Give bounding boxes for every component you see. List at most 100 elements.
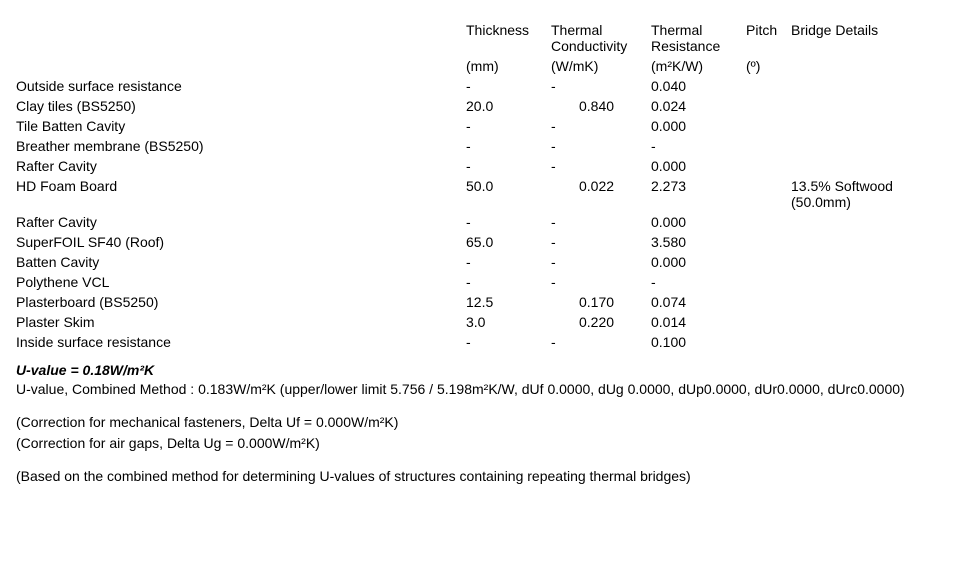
cell-conductivity: - [551,252,651,272]
cell-layer: HD Foam Board [16,176,466,212]
header-resistance: Thermal Resistance [651,20,746,56]
cell-layer: Batten Cavity [16,252,466,272]
table-row: Tile Batten Cavity--0.000 [16,116,944,136]
cell-thickness: - [466,272,551,292]
cell-conductivity: - [551,272,651,292]
cell-layer: Outside surface resistance [16,76,466,96]
cell-conductivity: - [551,212,651,232]
uvalue-result: U-value = 0.18W/m²K [16,362,944,378]
cell-resistance: 3.580 [651,232,746,252]
cell-pitch [746,272,791,292]
cell-conductivity: - [551,232,651,252]
cell-pitch [746,252,791,272]
header-conductivity-unit: (W/mK) [551,56,651,76]
cell-conductivity: 0.022 [551,176,651,212]
cell-thickness: - [466,252,551,272]
cell-pitch [746,312,791,332]
table-row: Plaster Skim3.00.2200.014 [16,312,944,332]
header-pitch: Pitch [746,20,791,56]
cell-layer: Tile Batten Cavity [16,116,466,136]
cell-thickness: 3.0 [466,312,551,332]
cell-conductivity: - [551,76,651,96]
cell-layer: SuperFOIL SF40 (Roof) [16,232,466,252]
header-layer [16,20,466,56]
cell-bridge [791,332,944,352]
cell-conductivity: 0.170 [551,292,651,312]
cell-thickness: - [466,332,551,352]
table-header-row: Thickness Thermal Conductivity Thermal R… [16,20,944,56]
cell-resistance: 0.040 [651,76,746,96]
cell-bridge [791,252,944,272]
cell-thickness: 50.0 [466,176,551,212]
cell-conductivity: - [551,116,651,136]
cell-conductivity: - [551,136,651,156]
table-row: Plasterboard (BS5250)12.50.1700.074 [16,292,944,312]
cell-bridge [791,212,944,232]
cell-conductivity: - [551,156,651,176]
cell-bridge: 13.5% Softwood (50.0mm) [791,176,944,212]
cell-bridge [791,232,944,252]
table-row: Batten Cavity--0.000 [16,252,944,272]
cell-resistance: 0.000 [651,252,746,272]
cell-layer: Plasterboard (BS5250) [16,292,466,312]
cell-pitch [746,156,791,176]
cell-resistance: 0.000 [651,116,746,136]
cell-thickness: - [466,156,551,176]
table-row: Outside surface resistance--0.040 [16,76,944,96]
cell-bridge [791,136,944,156]
cell-resistance: - [651,136,746,156]
cell-bridge [791,292,944,312]
header-pitch-unit: (º) [746,56,791,76]
cell-pitch [746,76,791,96]
cell-bridge [791,272,944,292]
cell-layer: Breather membrane (BS5250) [16,136,466,156]
table-row: Clay tiles (BS5250)20.00.8400.024 [16,96,944,116]
cell-resistance: 2.273 [651,176,746,212]
cell-layer: Rafter Cavity [16,212,466,232]
table-header-units-row: (mm) (W/mK) (m²K/W) (º) [16,56,944,76]
table-row: SuperFOIL SF40 (Roof)65.0-3.580 [16,232,944,252]
table-row: HD Foam Board50.00.0222.273 13.5% Softwoo… [16,176,944,212]
cell-pitch [746,292,791,312]
cell-pitch [746,116,791,136]
cell-pitch [746,96,791,116]
header-thickness-unit: (mm) [466,56,551,76]
cell-layer: Polythene VCL [16,272,466,292]
header-bridge: Bridge Details [791,20,944,56]
cell-resistance: 0.000 [651,156,746,176]
cell-thickness: 12.5 [466,292,551,312]
cell-thickness: - [466,76,551,96]
correction-ug: (Correction for air gaps, Delta Ug = 0.0… [16,434,944,453]
cell-resistance: 0.024 [651,96,746,116]
cell-thickness: - [466,212,551,232]
cell-thickness: - [466,136,551,156]
table-row: Rafter Cavity--0.000 [16,156,944,176]
cell-bridge [791,156,944,176]
header-thickness: Thickness [466,20,551,56]
table-row: Breather membrane (BS5250)--- [16,136,944,156]
cell-thickness: 65.0 [466,232,551,252]
cell-bridge [791,76,944,96]
cell-pitch [746,212,791,232]
table-row: Rafter Cavity--0.000 [16,212,944,232]
table-row: Inside surface resistance--0.100 [16,332,944,352]
cell-conductivity: - [551,332,651,352]
cell-resistance: 0.100 [651,332,746,352]
cell-layer: Inside surface resistance [16,332,466,352]
cell-pitch [746,232,791,252]
correction-uf: (Correction for mechanical fasteners, De… [16,413,944,432]
header-conductivity: Thermal Conductivity [551,20,651,56]
cell-layer: Clay tiles (BS5250) [16,96,466,116]
cell-bridge [791,312,944,332]
cell-layer: Plaster Skim [16,312,466,332]
cell-conductivity: 0.840 [551,96,651,116]
cell-thickness: 20.0 [466,96,551,116]
cell-resistance: - [651,272,746,292]
header-resistance-unit: (m²K/W) [651,56,746,76]
cell-bridge [791,96,944,116]
uvalue-combined-note: U-value, Combined Method : 0.183W/m²K (u… [16,380,944,399]
uvalue-table: Thickness Thermal Conductivity Thermal R… [16,20,944,352]
cell-resistance: 0.074 [651,292,746,312]
calc-basis-note: (Based on the combined method for determ… [16,467,944,486]
cell-resistance: 0.014 [651,312,746,332]
